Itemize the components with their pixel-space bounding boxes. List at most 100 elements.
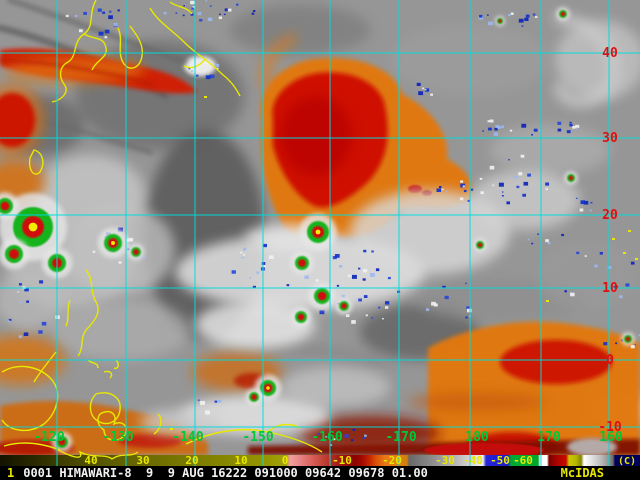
cloud-speckle — [196, 74, 199, 77]
cloud-speckle — [223, 13, 226, 16]
cloud-speckle — [92, 250, 96, 253]
island-mark — [628, 230, 631, 232]
cloud-speckle — [430, 93, 433, 96]
coastline — [3, 442, 61, 451]
convection-core — [477, 242, 483, 248]
cloud-speckle — [545, 239, 549, 243]
cloud-speckle — [520, 154, 525, 158]
longitude-label: 170 — [537, 430, 561, 445]
cloud-speckle — [197, 12, 202, 16]
cloud-speckle — [358, 298, 362, 302]
cloud-speckle — [192, 6, 196, 9]
cloud-speckle — [385, 301, 390, 305]
cloud-feature — [500, 340, 612, 384]
colorbar-label: 0 — [282, 454, 289, 466]
cloud-speckle — [561, 233, 564, 237]
cloud-speckle — [465, 282, 467, 285]
longitude-label: 160 — [599, 430, 623, 445]
cloud-feature — [470, 170, 580, 230]
colorbar-label: -30 — [435, 454, 455, 466]
cloud-speckle — [325, 436, 328, 438]
cloud-speckle — [467, 199, 470, 202]
status-bar: 1 0001 HIMAWARI-8 9 9 AUG 16222 091000 0… — [0, 466, 640, 480]
cloud-speckle — [188, 67, 191, 70]
cloud-speckle — [497, 125, 501, 129]
cloud-speckle — [537, 233, 539, 235]
cloud-speckle — [191, 7, 194, 10]
cloud-speckle — [535, 16, 538, 18]
cloud-speckle — [346, 314, 350, 317]
cloud-feature — [537, 240, 637, 310]
colorbar-label: 20 — [185, 454, 198, 466]
coastline — [77, 269, 99, 357]
cloud-speckle — [224, 8, 229, 12]
cloud-speckle — [614, 285, 619, 289]
cloud-speckle — [463, 189, 467, 193]
coastline — [149, 7, 241, 97]
cloud-speckle — [557, 128, 562, 132]
cloud-speckle — [385, 306, 389, 309]
island-mark — [612, 238, 615, 240]
coastline — [183, 57, 207, 69]
cloud-speckle — [117, 227, 123, 232]
cloud-feature — [230, 5, 370, 55]
latitude-label: 20 — [602, 208, 618, 223]
cloud-speckle — [508, 159, 510, 161]
cloud-speckle — [39, 280, 44, 284]
cloud-speckle — [599, 252, 603, 255]
cloud-speckle — [98, 31, 104, 36]
longitude-label: 180 — [465, 430, 489, 445]
cloud-speckle — [358, 267, 361, 270]
cloud-speckle — [576, 251, 580, 255]
colorbar-label: -20 — [382, 454, 402, 466]
cloud-speckle — [130, 242, 133, 245]
coastline — [153, 413, 162, 435]
cloud-speckle — [482, 130, 484, 132]
coastline — [33, 351, 57, 383]
convection-core — [498, 19, 502, 23]
cloud-speckle — [329, 444, 333, 446]
cloud-feature — [50, 300, 190, 360]
cloud-speckle — [489, 119, 494, 123]
cloud-speckle — [523, 181, 529, 186]
cloud-speckle — [465, 316, 469, 319]
cloud-speckle — [365, 314, 368, 317]
cloud-speckle — [444, 295, 449, 300]
cloud-speckle — [78, 29, 83, 33]
cloud-speckle — [190, 13, 194, 16]
cloud-speckle — [442, 285, 446, 289]
cloud-speckle — [363, 295, 368, 298]
cloud-speckle — [227, 8, 232, 12]
cloud-speckle — [41, 321, 47, 326]
island-mark — [204, 96, 207, 98]
cloud-feature — [226, 344, 384, 366]
cloud-speckle — [362, 436, 366, 439]
cloud-speckle — [508, 14, 511, 17]
cloud-speckle — [205, 410, 210, 415]
cloud-speckle — [175, 12, 178, 14]
cloud-speckle — [19, 301, 23, 304]
cloud-feature — [195, 301, 315, 349]
cloud-speckle — [209, 74, 215, 79]
cloud-feature — [280, 367, 390, 407]
longitude-label: -120 — [33, 430, 64, 445]
cloud-feature — [0, 93, 35, 147]
cloud-speckle — [205, 75, 211, 80]
cloud-speckle — [118, 261, 122, 264]
cloud-speckle — [424, 88, 430, 92]
longitude-label: -160 — [311, 430, 342, 445]
cloud-feature — [0, 270, 65, 330]
cloud-speckle — [286, 284, 290, 287]
cloud-speckle — [518, 172, 523, 176]
cloud-speckle — [17, 291, 19, 293]
cloud-speckle — [197, 399, 200, 401]
cloud-speckle — [363, 249, 367, 253]
satellite-image[interactable]: 40 30 20 10 0 -10 -120 -130 -140 -150 -160 -170 180 1… — [0, 0, 640, 466]
cloud-speckle — [128, 237, 134, 242]
cloud-speckle — [252, 285, 256, 289]
cloud-speckle — [65, 14, 69, 18]
coastline — [87, 359, 119, 379]
cloud-speckle — [204, 60, 209, 64]
cloud-speckle — [580, 200, 586, 205]
mcidas-brand: McIDAS — [560, 466, 604, 480]
